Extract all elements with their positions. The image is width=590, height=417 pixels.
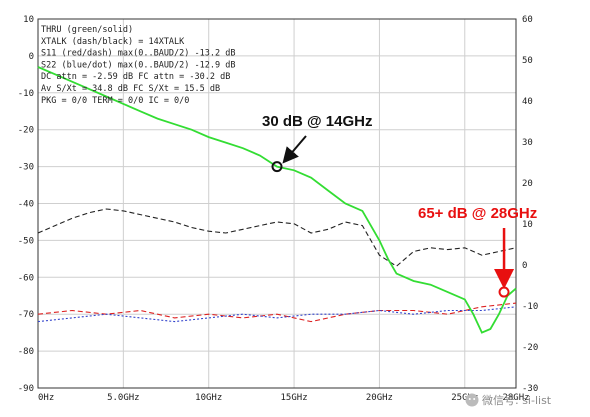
y-tick-right: 10 [522,220,533,230]
y-tick-left: -40 [18,200,34,210]
info-block: THRU (green/solid) XTALK (dash/black) = 1… [41,25,235,106]
x-tick: 0Hz [38,393,54,403]
y-tick-left: -10 [18,89,34,99]
watermark-text: 微信号: si-list [482,393,552,407]
y-tick-right: -10 [522,302,538,312]
y-tick-left: 10 [23,15,34,25]
y-tick-right: 20 [522,179,533,189]
annotation-14ghz-label: 30 dB @ 14GHz [262,113,373,130]
x-tick: 15GHz [281,393,308,403]
info-line: DC attn = -2.59 dB FC attn = -30.2 dB [41,72,230,82]
series-thru-line [37,66,517,334]
y-tick-left: -30 [18,163,34,173]
y-tick-left: -50 [18,236,34,246]
x-tick: 25GHz [451,393,478,403]
y-tick-left: -60 [18,273,34,283]
y-tick-right: 40 [522,97,533,107]
info-line: S22 (blue/dot) max(0..BAUD/2) -12.9 dB [41,60,235,70]
x-tick: 5.0GHz [107,393,140,403]
info-line: Av S/Xt = 34.8 dB FC S/Xt = 15.5 dB [41,84,220,94]
series-xtalk-line [37,208,517,267]
y-tick-left: -20 [18,126,34,136]
y-tick-left: 0 [29,52,34,62]
info-line: THRU (green/solid) [41,25,133,35]
y-tick-right: 30 [522,138,533,148]
annotation-14ghz: 30 dB @ 14GHz [262,113,373,173]
y-tick-right: 60 [522,15,533,25]
x-tick: 28GHz [502,393,529,403]
x-tick: 10GHz [195,393,222,403]
info-line: S11 (red/dash) max(0..BAUD/2) -13.2 dB [41,49,235,59]
y-tick-right: 0 [522,261,527,271]
annotation-14ghz-arrow [282,135,307,164]
y-tick-right: -30 [522,384,538,394]
annotation-14ghz-marker [271,161,283,173]
plot-frame [37,18,517,389]
annotation-28ghz-label: 65+ dB @ 28GHz [418,205,537,222]
tick-labels: 10 0 -10 -20 -30 -40 -50 -60 -70 -80 -90 60 50 40 30 20… [18,15,539,403]
series-s11-line [37,302,517,323]
y-tick-right: -20 [522,343,538,353]
info-line: XTALK (dash/black) = 14XTALK [41,37,185,47]
annotation-28ghz: 65+ dB @ 28GHz [418,205,537,298]
annotation-28ghz-marker [498,286,510,298]
wechat-icon [465,393,479,407]
y-tick-left: -90 [18,384,34,394]
series-s22-line [37,306,517,323]
series-group [37,66,517,334]
watermark: 微信号: si-list [465,393,552,407]
y-tick-right: 50 [522,56,533,66]
y-tick-left: -70 [18,310,34,320]
info-line: PKG = 0/0 TERM = 0/0 IC = 0/0 [41,96,189,106]
y-tick-left: -80 [18,347,34,357]
x-tick: 20GHz [366,393,393,403]
